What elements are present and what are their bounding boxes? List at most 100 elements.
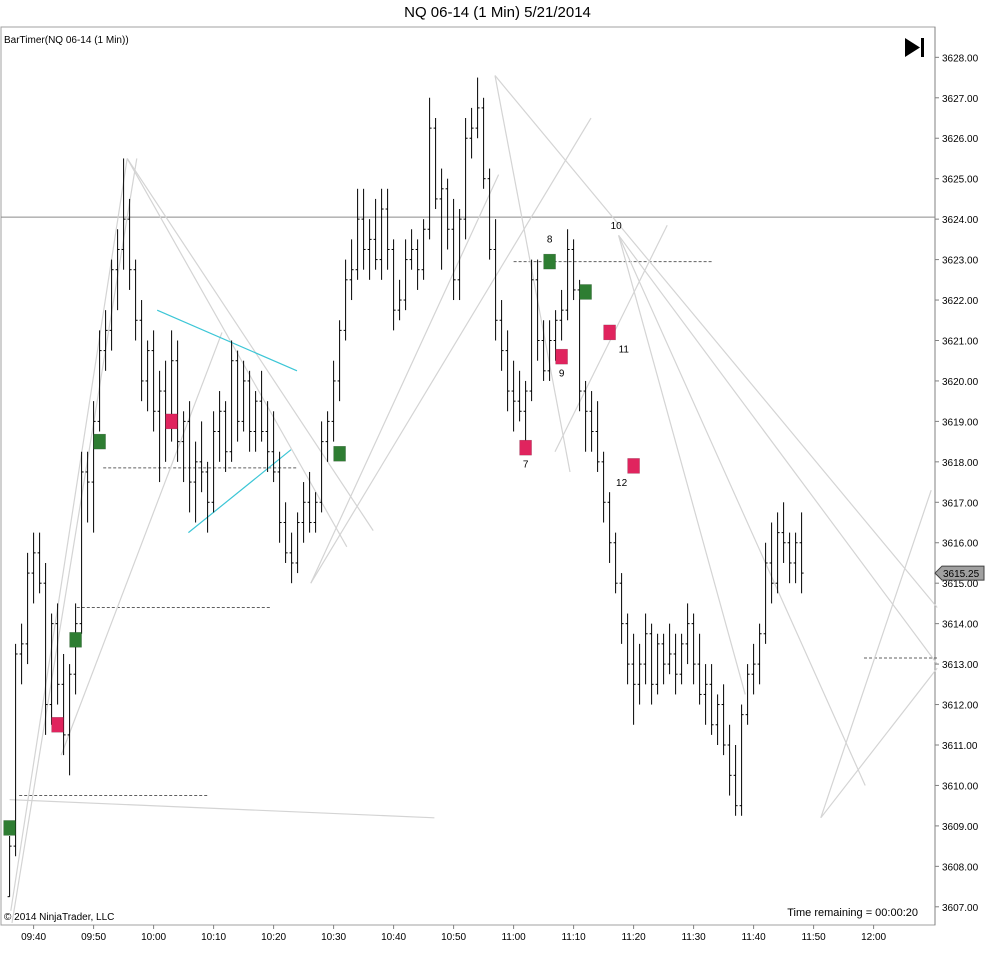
- price-bar: [757, 623, 762, 685]
- time-tick-label: 10:00: [141, 932, 166, 943]
- price-bar: [721, 684, 726, 756]
- price-bar: [259, 370, 264, 442]
- price-tick-label: 3608.00: [942, 862, 979, 873]
- price-bar: [433, 118, 438, 210]
- price-bar: [61, 653, 66, 756]
- price-bar: [535, 259, 540, 361]
- price-bars: [7, 77, 804, 898]
- price-tick-label: 3617.00: [942, 498, 979, 509]
- price-bar: [205, 461, 210, 533]
- price-bar: [421, 219, 426, 280]
- trend-line: [126, 158, 374, 531]
- price-bar: [547, 320, 552, 381]
- price-bar: [655, 633, 660, 695]
- chart-title: NQ 06-14 (1 Min) 5/21/2014: [404, 4, 591, 21]
- price-tick-label: 3625.00: [942, 175, 979, 186]
- price-bar: [391, 239, 396, 331]
- trend-line: [618, 235, 866, 786]
- price-bar: [367, 219, 372, 280]
- price-bar: [673, 633, 678, 695]
- price-bar: [481, 97, 486, 189]
- signal-marker: [627, 458, 640, 474]
- price-bar: [397, 279, 402, 321]
- trend-line: [310, 174, 500, 584]
- price-bar: [7, 836, 12, 898]
- price-bar: [187, 401, 192, 513]
- time-tick-label: 09:40: [21, 932, 46, 943]
- price-axis: 3607.00 3608.00 3609.00 3610.00 3611.00 3612.…: [935, 53, 979, 914]
- price-bar: [487, 168, 492, 260]
- price-bar: [697, 633, 702, 705]
- price-tick-label: 3614.00: [942, 620, 979, 631]
- price-tick-label: 3618.00: [942, 458, 979, 469]
- trend-line: [60, 332, 223, 756]
- price-bar: [511, 360, 516, 432]
- price-bar: [217, 391, 222, 462]
- time-tick-label: 10:20: [261, 932, 286, 943]
- price-bar: [715, 694, 720, 745]
- price-bar: [733, 744, 738, 816]
- price-bar: [55, 603, 60, 705]
- trend-line: [126, 158, 348, 548]
- price-bar: [619, 573, 624, 644]
- signal-markers: 7 8 9 11 12 10: [3, 221, 640, 836]
- price-bar: [133, 259, 138, 341]
- trend-line: [10, 158, 128, 911]
- price-bar: [679, 633, 684, 685]
- price-bar: [295, 512, 300, 574]
- price-bar: [145, 340, 150, 412]
- price-bar: [115, 229, 120, 311]
- price-bar: [475, 77, 480, 139]
- time-tick-label: 11:20: [621, 932, 646, 943]
- trend-line: [494, 75, 938, 608]
- price-bar: [781, 502, 786, 563]
- price-tick-label: 3624.00: [942, 215, 979, 226]
- price-bar: [349, 239, 354, 301]
- price-bar: [775, 512, 780, 594]
- price-bar: [73, 603, 78, 695]
- price-bar: [199, 421, 204, 493]
- price-bar: [469, 107, 474, 159]
- price-bar: [583, 380, 588, 452]
- last-price-label: 3615.25: [943, 569, 980, 580]
- price-bar: [661, 633, 666, 685]
- signal-marker: [69, 632, 82, 648]
- price-bar: [613, 532, 618, 594]
- time-tick-label: 10:10: [201, 932, 226, 943]
- price-bar: [241, 360, 246, 432]
- price-tick-label: 3619.00: [942, 417, 979, 428]
- price-bar: [67, 664, 72, 776]
- price-bar: [151, 330, 156, 432]
- price-bar: [691, 613, 696, 685]
- price-tick-label: 3616.00: [942, 539, 979, 550]
- reference-lines: [1, 216, 938, 797]
- price-bar: [745, 664, 750, 725]
- time-tick-label: 11:10: [561, 932, 586, 943]
- copyright-label: © 2014 NinjaTrader, LLC: [4, 912, 114, 923]
- price-bar: [793, 532, 798, 584]
- price-bar: [637, 643, 642, 705]
- trend-line: [310, 117, 592, 584]
- signal-label: 9: [559, 369, 565, 380]
- price-bar: [631, 633, 636, 725]
- price-bar: [667, 623, 672, 675]
- time-tick-label: 09:50: [81, 932, 106, 943]
- indicator-label: BarTimer(NQ 06-14 (1 Min)): [4, 35, 129, 46]
- price-bar: [25, 552, 30, 665]
- price-bar: [235, 350, 240, 442]
- price-tick-label: 3613.00: [942, 660, 979, 671]
- price-bar: [505, 330, 510, 412]
- price-bar: [175, 340, 180, 462]
- price-bar: [589, 391, 594, 452]
- trend-line: [820, 489, 932, 818]
- price-bar: [121, 158, 126, 270]
- price-bar: [361, 188, 366, 270]
- price-bar: [373, 198, 378, 270]
- trend-line: [9, 799, 435, 819]
- time-tick-label: 11:40: [741, 932, 766, 943]
- price-bar: [559, 289, 564, 341]
- play-to-end-icon[interactable]: [905, 38, 924, 57]
- trend-line: [820, 667, 938, 819]
- signal-label: 7: [523, 460, 529, 471]
